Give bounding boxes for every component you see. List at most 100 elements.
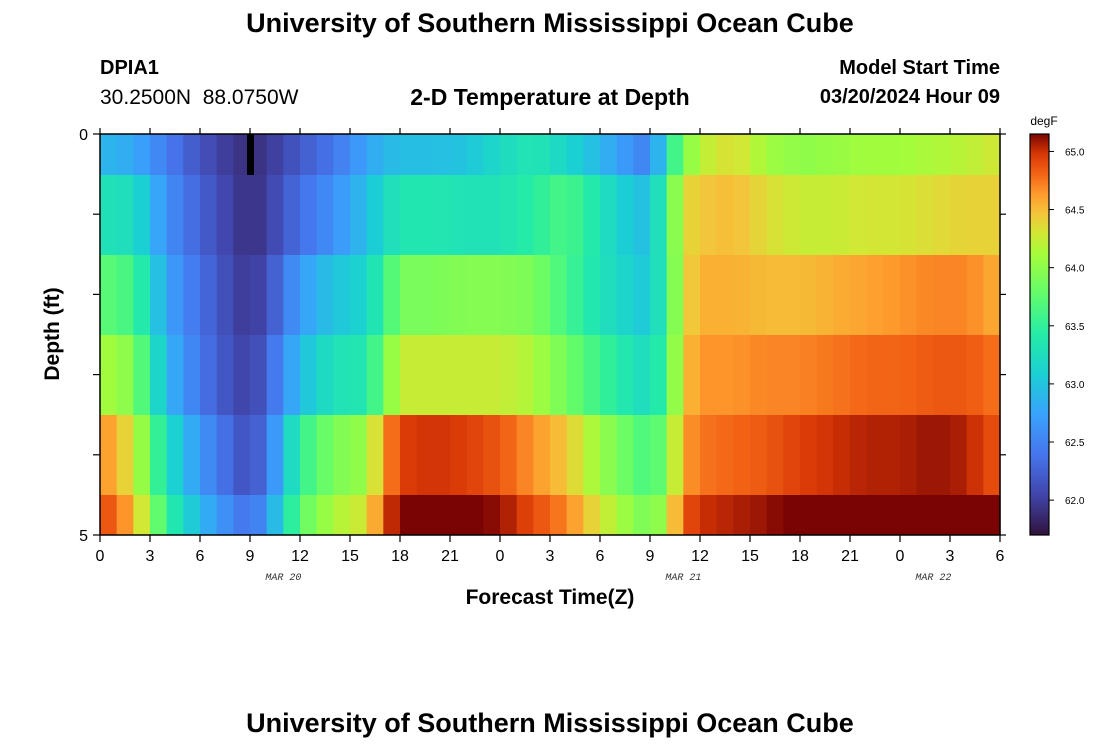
heatmap-cell [800,175,818,255]
heatmap-cell [350,335,368,415]
heatmap-cell [683,415,701,495]
heatmap-cell [366,255,384,335]
heatmap-cell [350,415,368,495]
heatmap-cell [583,134,601,175]
x-tick-label: 12 [691,548,709,565]
heatmap-cell [183,415,201,495]
heatmap-cell [983,134,1001,175]
heatmap-cell [316,255,334,335]
heatmap-cell [566,415,584,495]
heatmap-cell [850,134,868,175]
heatmap-cell [716,415,734,495]
heatmap-cell [133,415,151,495]
heatmap-cell [466,134,484,175]
heatmap-cell [200,495,218,535]
heatmap-cell [616,255,634,335]
heatmap-cell [283,415,301,495]
black-marker [247,134,254,175]
heatmap-cell [183,134,201,175]
colorbar-tick-label: 63.0 [1065,380,1085,391]
heatmap-cell [333,255,351,335]
heatmap-cell [300,335,318,415]
heatmap-cell [100,134,118,175]
heatmap-cell [683,175,701,255]
heatmap-cell [600,255,618,335]
heatmap-cell [566,255,584,335]
heatmap-cell [833,175,851,255]
x-tick-label: 15 [341,548,359,565]
heatmap-cell [483,495,501,535]
heatmap-cell [900,175,918,255]
x-tick-label: 15 [741,548,759,565]
heatmap-cell [316,335,334,415]
heatmap-cell [166,495,184,535]
heatmap-cell [433,134,451,175]
heatmap-cell [733,175,751,255]
heatmap-cell [100,255,118,335]
heatmap-cell [816,335,834,415]
heatmap-cell [766,175,784,255]
heatmap-cell [900,255,918,335]
y-axis: 05 [79,127,1006,545]
heatmap-cell [200,134,218,175]
heatmap-cell [550,335,568,415]
heatmap-cell [900,134,918,175]
heatmap-cell [583,175,601,255]
heatmap-cell [716,255,734,335]
heatmap-cell [716,335,734,415]
heatmap-cell [383,134,401,175]
heatmap-cell [416,335,434,415]
heatmap-cell [250,175,268,255]
heatmap-cell [450,255,468,335]
page-title: University of Southern Mississippi Ocean… [246,8,854,38]
heatmap-cell [750,415,768,495]
heatmap-cell [400,495,418,535]
heatmap-cell [850,255,868,335]
model-start-label: Model Start Time [839,57,1000,79]
colorbar-gradient [1029,133,1050,536]
heatmap-cell [450,335,468,415]
colorbar: degF 62.0 62.5 63.0 63.5 64.0 64.5 65.0 [1029,114,1085,536]
heatmap-cell [583,495,601,535]
heatmap-cell [150,335,168,415]
heatmap-cell [783,335,801,415]
heatmap-cell [283,134,301,175]
heatmap-cell [100,495,118,535]
heatmap-cell [750,335,768,415]
heatmap-cell [383,415,401,495]
heatmap-cell [100,335,118,415]
heatmap-cell [583,415,601,495]
heatmap-cell [800,415,818,495]
heatmap-cell [150,415,168,495]
station-coordinates: 30.2500N 88.0750W [100,86,299,109]
heatmap-cell [283,495,301,535]
heatmap-cell [550,255,568,335]
heatmap-cell [216,415,234,495]
heatmap-cell [950,335,968,415]
heatmap-cell [500,134,518,175]
heatmap-cell [183,255,201,335]
heatmap-cell [383,495,401,535]
heatmap-cell [250,335,268,415]
heatmap-cell [533,255,551,335]
heatmap-cell [800,134,818,175]
heatmap-cell [400,134,418,175]
heatmap-cell [783,255,801,335]
x-tick-label: 12 [291,548,309,565]
heatmap-cell [216,175,234,255]
heatmap-cell [166,134,184,175]
heatmap-cell [883,134,901,175]
heatmap-cell [800,335,818,415]
heatmap-cell [433,175,451,255]
heatmap-cell [783,495,801,535]
heatmap-cell [166,415,184,495]
colorbar-tick-label: 62.5 [1065,438,1085,449]
heatmap-cell [116,134,134,175]
heatmap-cell [233,134,251,175]
x-axis-label: Forecast Time(Z) [466,586,635,609]
heatmap-cell [866,134,884,175]
heatmap-cell [266,335,284,415]
heatmap-cell [300,255,318,335]
heatmap-cell [666,495,684,535]
heatmap-cell [716,495,734,535]
